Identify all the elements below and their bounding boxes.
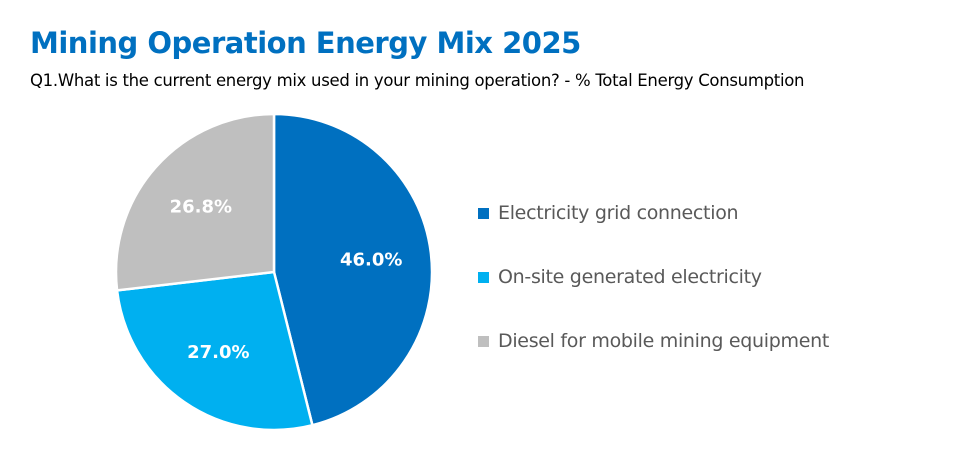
legend-label: Diesel for mobile mining equipment — [498, 330, 830, 352]
legend-swatch — [478, 335, 489, 347]
legend: Electricity grid connection On-site gene… — [478, 198, 829, 390]
legend-label: Electricity grid connection — [498, 202, 739, 224]
legend-label: On-site generated electricity — [498, 266, 762, 288]
legend-item-grid: Electricity grid connection — [478, 198, 829, 228]
data-label-1: 27.0% — [187, 342, 249, 363]
pie-slice-0 — [272, 112, 434, 427]
legend-item-diesel: Diesel for mobile mining equipment — [478, 326, 829, 356]
legend-item-onsite: On-site generated electricity — [478, 262, 829, 292]
chart-title: Mining Operation Energy Mix 2025 — [30, 26, 581, 60]
pie-slice-1 — [115, 270, 314, 432]
data-label-2: 26.8% — [170, 196, 232, 217]
chart-subtitle: Q1.What is the current energy mix used i… — [30, 71, 805, 90]
data-label-0: 46.0% — [340, 250, 402, 271]
legend-swatch — [478, 207, 489, 219]
pie-slice-2 — [114, 112, 276, 292]
legend-swatch — [478, 271, 489, 283]
